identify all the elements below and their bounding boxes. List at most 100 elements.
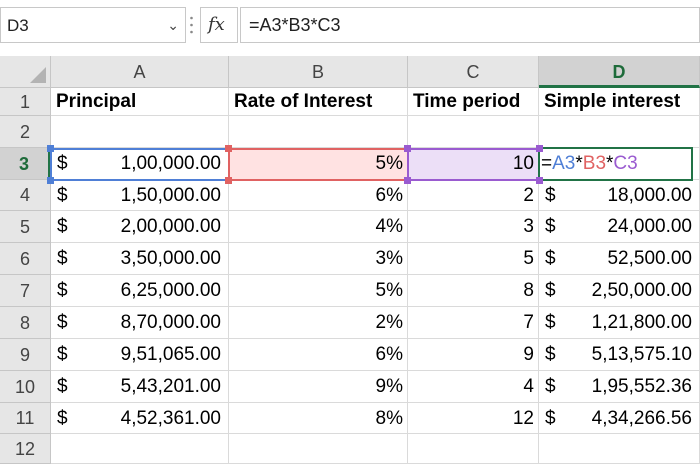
column-header-d[interactable]: D [539,56,700,88]
rate-value: 3% [375,248,403,269]
cell-a1[interactable]: Principal [51,88,229,116]
rate-value: 6% [375,344,403,365]
cell-a3[interactable]: $1,00,000.00 [51,148,229,180]
cell-d7[interactable]: $2,50,000.00 [539,275,700,307]
formula-bar-area: D3 ⌄ fx =A3*B3*C3 [0,0,700,52]
select-all-icon [30,67,46,83]
principal-value: 2,00,000.00 [120,216,221,237]
range-handle[interactable] [225,145,232,152]
cell-b10[interactable]: 9% [229,371,408,403]
currency-symbol: $ [57,376,68,397]
principal-value: 5,43,201.00 [120,376,221,397]
cell-a10[interactable]: $5,43,201.00 [51,371,229,403]
cell-d11[interactable]: $4,34,266.56 [539,403,700,434]
select-all-button[interactable] [0,56,51,88]
range-handle[interactable] [47,177,54,184]
cell-c7[interactable]: 8 [408,275,539,307]
cell-c12[interactable] [408,434,539,464]
interest-value: 24,000.00 [607,216,692,237]
cell-c10[interactable]: 4 [408,371,539,403]
time-value: 3 [523,216,534,237]
name-box[interactable]: D3 ⌄ [0,7,186,43]
time-value: 8 [523,280,534,301]
cell-d1[interactable]: Simple interest [539,88,700,116]
column-header-c[interactable]: C [408,56,539,88]
row-header-1[interactable]: 1 [0,88,51,116]
cell-a9[interactable]: $9,51,065.00 [51,339,229,371]
interest-value: 4,34,266.56 [591,408,692,429]
cell-b11[interactable]: 8% [229,403,408,434]
row-header-6[interactable]: 6 [0,243,51,275]
cell-a7[interactable]: $6,25,000.00 [51,275,229,307]
row-header-11[interactable]: 11 [0,403,51,434]
cell-a4[interactable]: $1,50,000.00 [51,180,229,211]
cell-d6[interactable]: $52,500.00 [539,243,700,275]
cell-c4[interactable]: 2 [408,180,539,211]
drag-handle-icon[interactable] [190,14,193,36]
cell-b9[interactable]: 6% [229,339,408,371]
cell-d10[interactable]: $1,95,552.36 [539,371,700,403]
column-header-a[interactable]: A [51,56,229,88]
rate-value: 4% [375,216,403,237]
interest-value: 2,50,000.00 [591,280,692,301]
column-title: Time period [413,91,521,112]
cell-d3[interactable]: =A3*B3*C3 [539,148,700,180]
cell-b5[interactable]: 4% [229,211,408,243]
cell-d9[interactable]: $5,13,575.10 [539,339,700,371]
cell-a2[interactable] [51,116,229,148]
cell-b3[interactable]: 5% [229,148,408,180]
cell-b2[interactable] [229,116,408,148]
row-header-4[interactable]: 4 [0,180,51,211]
cell-b6[interactable]: 3% [229,243,408,275]
cell-b8[interactable]: 2% [229,307,408,339]
cell-d2[interactable] [539,116,700,148]
cell-a5[interactable]: $2,00,000.00 [51,211,229,243]
time-value: 12 [512,408,534,429]
cell-c1[interactable]: Time period [408,88,539,116]
cell-c5[interactable]: 3 [408,211,539,243]
formula-equals: = [541,153,553,174]
row-header-3[interactable]: 3 [0,148,51,180]
row-header-10[interactable]: 10 [0,371,51,403]
row-header-12[interactable]: 12 [0,434,51,464]
range-handle[interactable] [225,177,232,184]
cell-a8[interactable]: $8,70,000.00 [51,307,229,339]
row-header-8[interactable]: 8 [0,307,51,339]
currency-symbol: $ [57,280,68,301]
cell-c11[interactable]: 12 [408,403,539,434]
cell-c6[interactable]: 5 [408,243,539,275]
cell-a11[interactable]: $4,52,361.00 [51,403,229,434]
row-header-2[interactable]: 2 [0,116,51,148]
range-handle[interactable] [536,145,543,152]
row-header-5[interactable]: 5 [0,211,51,243]
cell-d12[interactable] [539,434,700,464]
cell-edit-formula[interactable]: =A3*B3*C3 [541,148,638,179]
cell-b4[interactable]: 6% [229,180,408,211]
cell-b1[interactable]: Rate of Interest [229,88,408,116]
currency-symbol: $ [545,408,556,429]
formula-input[interactable]: =A3*B3*C3 [240,7,700,43]
rate-value: 5% [375,280,403,301]
range-handle[interactable] [536,177,543,184]
cell-d5[interactable]: $24,000.00 [539,211,700,243]
row-header-7[interactable]: 7 [0,275,51,307]
formula-ref-c3: C3 [613,153,638,174]
range-handle[interactable] [47,145,54,152]
range-handle[interactable] [404,177,411,184]
cell-a6[interactable]: $3,50,000.00 [51,243,229,275]
column-header-b[interactable]: B [229,56,408,88]
chevron-down-icon[interactable]: ⌄ [167,17,179,33]
cell-d4[interactable]: $18,000.00 [539,180,700,211]
cell-c8[interactable]: 7 [408,307,539,339]
cell-b7[interactable]: 5% [229,275,408,307]
cell-a12[interactable] [51,434,229,464]
cell-d8[interactable]: $1,21,800.00 [539,307,700,339]
row-header-9[interactable]: 9 [0,339,51,371]
fx-icon: fx [208,14,225,35]
range-handle[interactable] [404,145,411,152]
cell-c3[interactable]: 10 [408,148,539,180]
cell-b12[interactable] [229,434,408,464]
insert-function-button[interactable]: fx [200,7,238,43]
cell-c9[interactable]: 9 [408,339,539,371]
cell-c2[interactable] [408,116,539,148]
